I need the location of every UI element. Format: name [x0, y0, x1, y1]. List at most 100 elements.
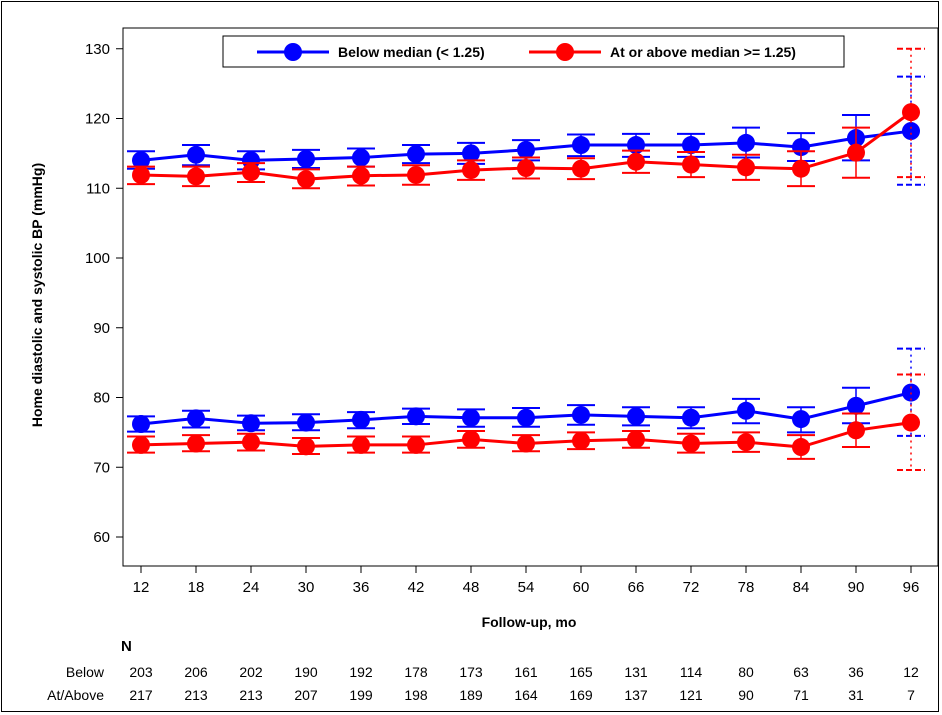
point-below-diastolic-90: [847, 396, 865, 415]
point-below-systolic-54: [517, 140, 535, 159]
n-cell-below-24: 202: [239, 664, 263, 680]
point-above-systolic-12: [132, 165, 150, 184]
legend: Below median (< 1.25) At or above median…: [222, 35, 845, 68]
n-table-header: N: [121, 638, 132, 655]
n-cell-below-12: 203: [129, 664, 153, 680]
point-below-systolic-48: [462, 144, 480, 163]
n-cell-at-above-18: 213: [184, 687, 208, 703]
point-above-diastolic-90: [847, 421, 865, 440]
x-tick-label-42: 42: [408, 579, 425, 596]
point-above-systolic-42: [407, 165, 425, 184]
point-below-diastolic-24: [242, 414, 260, 433]
y-tick-label-60: 60: [93, 529, 110, 546]
point-above-diastolic-12: [132, 435, 150, 454]
n-row-label-at-above: At/Above: [47, 687, 104, 703]
x-tick-label-84: 84: [793, 579, 810, 596]
n-cell-at-above-42: 198: [404, 687, 428, 703]
y-axis-label: Home diastolic and systolic BP (mmHg): [29, 163, 45, 427]
n-cell-at-above-84: 71: [793, 687, 809, 703]
point-below-diastolic-30: [297, 413, 315, 432]
point-below-systolic-12: [132, 151, 150, 170]
n-cell-at-above-24: 213: [239, 687, 263, 703]
n-cell-at-above-54: 164: [514, 687, 538, 703]
y-tick-label-100: 100: [85, 250, 110, 267]
n-cell-at-above-30: 207: [294, 687, 318, 703]
legend-entry-below: Below median (< 1.25): [338, 44, 485, 60]
point-above-diastolic-18: [187, 434, 205, 453]
n-cell-at-above-96: 7: [907, 687, 915, 703]
point-below-diastolic-72: [682, 408, 700, 427]
series-above-systolic: [127, 47, 925, 190]
point-below-diastolic-60: [572, 405, 590, 424]
point-above-diastolic-54: [517, 434, 535, 453]
point-above-systolic-48: [462, 161, 480, 180]
n-cell-below-90: 36: [848, 664, 864, 680]
point-above-diastolic-72: [682, 434, 700, 453]
point-above-systolic-36: [352, 166, 370, 185]
point-above-diastolic-48: [462, 430, 480, 449]
n-cell-at-above-72: 121: [679, 687, 703, 703]
x-tick-label-66: 66: [628, 579, 645, 596]
series-above-diastolic: [127, 373, 925, 472]
legend-marker-above: [556, 43, 574, 61]
x-tick-label-90: 90: [848, 579, 865, 596]
point-above-systolic-72: [682, 155, 700, 174]
n-cell-below-60: 165: [569, 664, 593, 680]
point-below-systolic-78: [737, 133, 755, 152]
n-cell-below-54: 161: [514, 664, 538, 680]
point-below-systolic-72: [682, 136, 700, 155]
point-above-diastolic-96: [902, 413, 920, 432]
point-above-systolic-24: [242, 163, 260, 182]
y-axis: 60 70 80 90 100 110 120 130: [85, 41, 123, 546]
x-tick-label-78: 78: [738, 579, 755, 596]
point-below-diastolic-78: [737, 401, 755, 420]
point-above-systolic-54: [517, 159, 535, 178]
n-cell-at-above-36: 199: [349, 687, 373, 703]
point-above-diastolic-42: [407, 435, 425, 454]
point-above-diastolic-78: [737, 433, 755, 452]
point-below-diastolic-66: [627, 407, 645, 426]
y-tick-label-120: 120: [85, 111, 110, 128]
n-cell-below-78: 80: [738, 664, 754, 680]
point-above-diastolic-60: [572, 431, 590, 450]
n-cell-below-84: 63: [793, 664, 809, 680]
n-cell-below-66: 131: [624, 664, 648, 680]
point-above-systolic-96: [902, 103, 920, 122]
n-cell-below-18: 206: [184, 664, 208, 680]
point-below-systolic-96: [902, 122, 920, 141]
x-tick-label-12: 12: [133, 579, 150, 596]
x-tick-label-30: 30: [298, 579, 315, 596]
point-above-diastolic-84: [792, 438, 810, 457]
plot-area: [122, 27, 939, 567]
n-cell-at-above-60: 169: [569, 687, 593, 703]
point-below-diastolic-84: [792, 410, 810, 429]
n-row-label-below: Below: [66, 664, 105, 680]
n-cell-at-above-12: 217: [129, 687, 153, 703]
point-below-diastolic-12: [132, 415, 150, 434]
x-axis-label: Follow-up, mo: [482, 614, 577, 630]
point-above-systolic-30: [297, 170, 315, 189]
n-cell-below-72: 114: [680, 664, 703, 680]
point-below-systolic-66: [627, 136, 645, 155]
point-below-systolic-30: [297, 149, 315, 168]
x-tick-label-36: 36: [353, 579, 370, 596]
point-above-diastolic-30: [297, 437, 315, 456]
x-tick-label-60: 60: [573, 579, 590, 596]
y-tick-label-130: 130: [85, 41, 110, 58]
n-cell-at-above-90: 31: [848, 687, 864, 703]
y-tick-label-70: 70: [93, 459, 110, 476]
legend-marker-below: [284, 43, 302, 61]
point-below-diastolic-36: [352, 410, 370, 429]
x-tick-label-18: 18: [188, 579, 205, 596]
n-cell-below-96: 12: [903, 664, 919, 680]
x-tick-label-48: 48: [463, 579, 480, 596]
n-cell-below-48: 173: [459, 664, 483, 680]
series-below-diastolic: [127, 347, 925, 437]
point-below-systolic-18: [187, 145, 205, 164]
point-above-systolic-84: [792, 159, 810, 178]
n-cell-below-36: 192: [349, 664, 373, 680]
point-below-diastolic-54: [517, 408, 535, 427]
point-above-systolic-18: [187, 167, 205, 186]
n-cell-at-above-48: 189: [459, 687, 483, 703]
